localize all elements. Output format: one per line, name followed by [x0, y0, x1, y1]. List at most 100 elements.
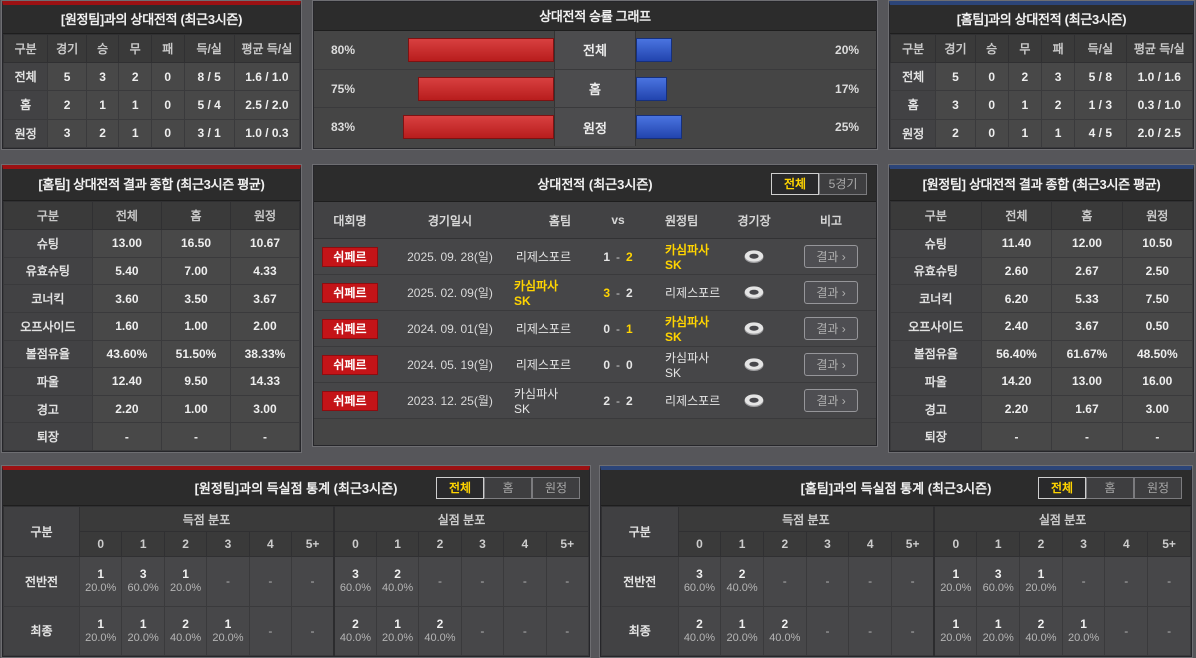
empty-value: -	[1081, 574, 1086, 589]
tab-all[interactable]: 전체	[1038, 477, 1086, 499]
stat-value: 14.20	[980, 367, 1053, 396]
score-count-header: 3	[460, 531, 505, 557]
row-label: 유효슈팅	[3, 256, 93, 286]
tab-away[interactable]: 원정	[532, 477, 580, 499]
table-wrap: 구분 전체 홈 원정 슈팅 11.40 12.00 10.50 유효슈팅 2.60 2.67 2.50…	[890, 201, 1194, 451]
goal-stats-title: [원정팀]과의 득실점 통계 (최근3시즌)	[194, 481, 398, 496]
tab-home[interactable]: 홈	[484, 477, 532, 499]
tab-home[interactable]: 홈	[1086, 477, 1134, 499]
stat-value: 5	[935, 61, 976, 92]
home-winrate-track	[372, 31, 555, 69]
away-winrate-track	[636, 70, 818, 108]
percent-value: 40.0%	[381, 582, 414, 595]
away-goal-stats-table: 구분 득점 분포 실점 분포 0 1 2 3 4 5+ 0 1 2 3 4 5+ 전반전 1 20.0% 3 60.0…	[2, 506, 590, 656]
stat-value: 9.50	[161, 367, 231, 396]
stat-value: 1 / 3	[1074, 90, 1127, 120]
stadium-icon	[744, 322, 764, 335]
count-value: 1	[97, 616, 105, 631]
score-count-header: 5+	[545, 531, 590, 557]
empty-value: -	[910, 574, 915, 589]
away-winrate-bar	[636, 37, 673, 62]
score-count-header: 5+	[1147, 531, 1191, 557]
empty-value: -	[268, 574, 273, 589]
score-count-header: 0	[332, 531, 377, 557]
count-value: 1	[224, 616, 232, 631]
result-button[interactable]: 결과 ›	[804, 353, 858, 376]
panel-home-h2h-record: [홈팀]과의 상대전적 (최근3시즌) 구분 경기 승 무 패 득/실 평균 득/실 전체 5 0…	[889, 1, 1194, 149]
stat-value: 5 / 4	[183, 90, 235, 120]
stat-value: 14.33	[229, 367, 300, 396]
home-winrate-bar	[417, 76, 555, 101]
result-button[interactable]: 결과 ›	[804, 317, 858, 340]
table-wrap: 구분 경기 승 무 패 득/실 평균 득/실 전체 5 0 2 3 5 / 8 1.0 / 1.6 홈 3 0 1…	[890, 34, 1194, 149]
chevron-right-icon: ›	[841, 358, 846, 372]
tab-all[interactable]: 전체	[436, 477, 484, 499]
empty-value: -	[825, 574, 830, 589]
stat-value: 5	[47, 61, 87, 92]
league-badge: 쉬페르	[321, 354, 378, 375]
column-header: 승	[85, 34, 120, 63]
count-value: 2	[182, 616, 189, 631]
count-value: 1	[952, 567, 960, 582]
league-badge: 쉬페르	[321, 282, 378, 303]
score-count-header: 3	[1061, 531, 1106, 557]
stat-cell: 1 20.0%	[121, 605, 165, 656]
chart-row: 80% 전체 20%	[313, 31, 877, 70]
score-count-header: 2	[418, 531, 462, 557]
away-score: 0	[626, 357, 633, 372]
table-row: 경고 2.20 1.67 3.00	[890, 394, 1194, 424]
row-label: 홈	[2, 90, 49, 120]
empty-value: -	[1167, 574, 1172, 589]
stat-value: 8 / 5	[183, 61, 235, 92]
result-button[interactable]: 결과 ›	[804, 245, 858, 268]
stat-cell: -	[503, 605, 547, 656]
away-winrate-value: 25%	[835, 120, 860, 135]
row-label: 전체	[890, 61, 937, 92]
table-row: 유효슈팅 5.40 7.00 4.33	[3, 256, 300, 286]
home-score: 0	[603, 321, 611, 336]
empty-value: -	[825, 623, 830, 638]
count-value: 2	[436, 616, 444, 631]
stat-cell: 1 20.0%	[933, 605, 978, 656]
league-badge: 쉬페르	[321, 318, 378, 339]
score-count-header: 4	[1104, 531, 1149, 557]
stat-cell: -	[248, 556, 293, 607]
stat-value: 0	[974, 61, 1009, 92]
tab-5games[interactable]: 5경기	[819, 173, 868, 195]
stat-value: 48.50%	[1121, 339, 1194, 369]
stat-value: 3	[935, 90, 976, 120]
stat-value: 10.67	[229, 229, 300, 258]
header-home-team: 홈팀	[548, 213, 572, 228]
table-row: 전반전 1 20.0% 3 60.0% 1 20.0% - - -3 60.0% 2 40.0% - - - -	[2, 556, 590, 607]
score-dash: -	[616, 357, 621, 372]
table-wrap: 구분 경기 승 무 패 득/실 평균 득/실 전체 5 3 2 0 8 / 5 1.6 / 1.0 홈 2 1 1…	[2, 34, 300, 149]
column-header-gubun: 구분	[601, 506, 679, 557]
home-team-name: 카심파사SK	[513, 387, 559, 416]
home-team-name: 카심파사SK	[513, 279, 559, 308]
stat-cell: -	[805, 556, 850, 607]
header-note: 비고	[820, 213, 843, 228]
column-header: 평균 득/실	[1125, 34, 1194, 63]
league-badge: 쉬페르	[321, 246, 378, 267]
percent-value: 20.0%	[169, 582, 202, 595]
home-goal-stats-table: 구분 득점 분포 실점 분포 0 1 2 3 4 5+ 0 1 2 3 4 5+ 전반전 3 60.0% 2 40.0…	[601, 506, 1192, 656]
count-value: 1	[394, 616, 401, 631]
away-team-name: 카심파사SK	[665, 315, 710, 344]
column-header: 승	[974, 34, 1009, 63]
result-button[interactable]: 결과 ›	[804, 281, 858, 304]
empty-value: -	[310, 574, 315, 589]
percent-value: 20.0%	[940, 582, 972, 595]
tab-all[interactable]: 전체	[771, 173, 820, 195]
home-score: 0	[603, 357, 611, 372]
stat-value: 0	[974, 118, 1009, 149]
result-button[interactable]: 결과 ›	[804, 389, 858, 412]
stat-value: 1.00	[161, 311, 231, 341]
stat-value: 2.5 / 2.0	[233, 90, 300, 120]
percent-value: 40.0%	[339, 631, 372, 644]
chart-row: 75% 홈 17%	[313, 69, 877, 109]
stat-cell: -	[418, 556, 462, 607]
tab-away[interactable]: 원정	[1134, 477, 1182, 499]
stat-value: 1.6 / 1.0	[233, 61, 300, 92]
row-label: 파울	[890, 367, 982, 396]
empty-value: -	[225, 574, 230, 589]
